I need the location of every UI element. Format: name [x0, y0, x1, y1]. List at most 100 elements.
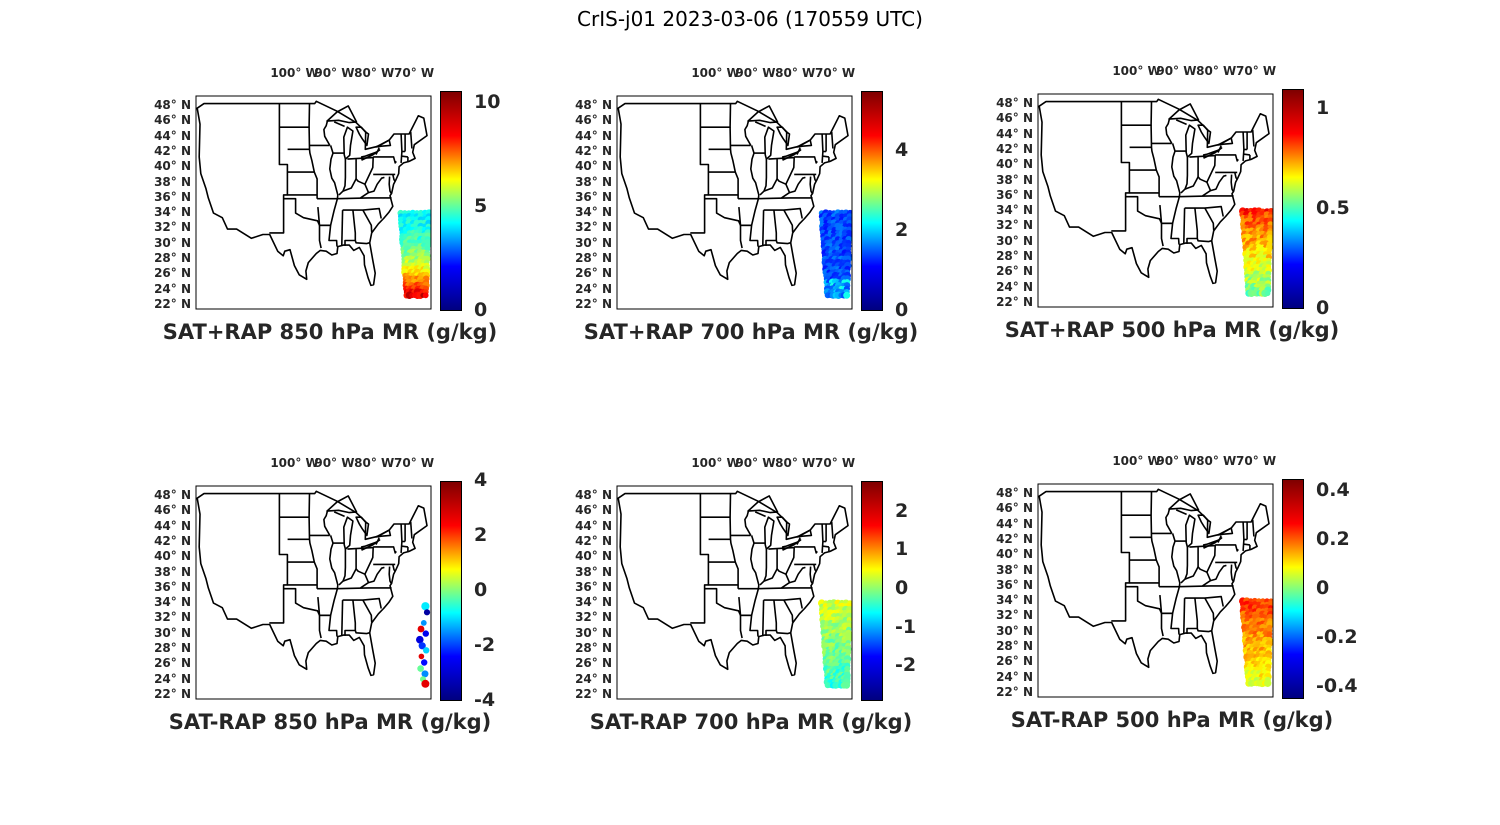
state-border	[368, 566, 385, 584]
great-lake-outline	[343, 126, 354, 160]
colorbar	[861, 481, 883, 701]
lon-tick-label: 70° W	[394, 66, 435, 80]
lat-tick-label: 28° N	[996, 639, 1033, 654]
lat-tick-label: 24° N	[575, 671, 612, 686]
colorbar-tick-label: 0	[1316, 297, 1330, 319]
state-border	[401, 545, 408, 548]
lat-tick-label: 26° N	[575, 266, 612, 281]
panel-title: SAT+RAP 500 hPa MR (g/kg)	[1004, 318, 1340, 342]
state-border	[269, 493, 289, 624]
lat-tick-label: 40° N	[996, 157, 1033, 172]
state-border	[783, 599, 794, 623]
colorbar-tick-label: 0	[895, 299, 909, 321]
lat-tick-label: 40° N	[575, 549, 612, 564]
state-border	[757, 587, 813, 590]
great-lake-outline	[747, 105, 779, 124]
state-border	[333, 121, 345, 128]
lat-tick-label: 24° N	[575, 281, 612, 296]
state-border	[1183, 598, 1186, 634]
colorbar-tick-label: 5	[474, 195, 488, 218]
colorbar-tick-label: 2	[474, 524, 488, 546]
state-border	[1251, 129, 1255, 147]
lat-tick-label: 44° N	[154, 128, 191, 143]
lat-tick-label: 32° N	[996, 608, 1033, 623]
lat-tick-label: 36° N	[154, 579, 191, 594]
state-border	[776, 546, 795, 575]
colorbar-tick-label: -1	[895, 615, 917, 638]
lon-tick-label: 100° W	[691, 456, 740, 470]
bay-outline	[1230, 174, 1234, 192]
state-border	[776, 156, 795, 185]
lat-tick-label: 36° N	[154, 189, 191, 204]
lat-tick-label: 26° N	[575, 656, 612, 671]
state-border	[308, 103, 318, 199]
colorbar-tick-label: -0.2	[1316, 625, 1358, 648]
state-border	[1171, 143, 1181, 224]
lat-tick-label: 30° N	[996, 233, 1033, 248]
state-border	[1197, 544, 1216, 573]
state-border	[763, 597, 803, 609]
lat-tick-label: 46° N	[575, 503, 612, 518]
colorbar	[440, 481, 462, 701]
state-border	[768, 546, 795, 550]
great-lake-outline	[764, 126, 775, 160]
map-frame	[616, 95, 853, 310]
lon-tick-label: 90° W	[314, 66, 355, 80]
map-frame	[195, 485, 432, 700]
state-border	[1215, 154, 1239, 162]
lon-tick-label: 70° W	[1236, 64, 1277, 78]
lat-tick-label: 38° N	[996, 562, 1033, 577]
state-border	[729, 493, 739, 589]
great-lake-outline	[1217, 527, 1234, 536]
state-border	[360, 183, 370, 199]
state-border	[329, 535, 339, 616]
state-border	[360, 573, 370, 589]
map-frame	[1037, 483, 1274, 698]
state-border	[775, 240, 791, 245]
lat-tick-label: 42° N	[996, 531, 1033, 546]
state-border	[757, 197, 813, 200]
retrieval-point	[423, 609, 431, 616]
retrieval-point	[417, 665, 424, 672]
colorbar-tick-label: 2	[895, 499, 909, 522]
colorbar-tick-label: 4	[895, 139, 909, 161]
lat-tick-label: 48° N	[154, 98, 191, 112]
state-border	[1125, 585, 1164, 637]
coastline-border	[617, 490, 849, 677]
state-border	[763, 568, 778, 582]
bay-outline	[1230, 564, 1234, 582]
state-border	[355, 156, 374, 185]
state-border	[1215, 544, 1239, 552]
state-border	[347, 156, 374, 160]
lat-tick-label: 34° N	[996, 593, 1033, 608]
state-border	[409, 521, 413, 539]
state-border	[1111, 101, 1131, 232]
state-border	[822, 545, 829, 548]
colorbar-tick-label: -4	[474, 689, 496, 711]
state-border	[1150, 491, 1160, 587]
lat-tick-label: 32° N	[575, 610, 612, 625]
lat-tick-label: 26° N	[996, 654, 1033, 669]
lat-tick-label: 42° N	[575, 143, 612, 158]
state-border	[821, 133, 824, 163]
lat-tick-label: 40° N	[154, 159, 191, 174]
state-border	[342, 597, 382, 609]
great-lake-outline	[1185, 124, 1196, 158]
lat-tick-label: 22° N	[996, 295, 1033, 309]
state-border	[1180, 547, 1189, 584]
lat-tick-label: 32° N	[575, 220, 612, 235]
retrieval-point	[416, 635, 424, 644]
retrieval-point	[421, 670, 429, 678]
state-border	[329, 145, 339, 226]
panel-title: SAT+RAP 700 hPa MR (g/kg)	[583, 320, 919, 344]
state-border	[323, 510, 331, 536]
lat-tick-label: 22° N	[154, 297, 191, 311]
state-border	[1111, 491, 1131, 622]
state-border	[775, 630, 791, 635]
bay-outline	[1234, 172, 1238, 180]
lat-tick-label: 46° N	[996, 501, 1033, 516]
coastline-border	[617, 100, 849, 287]
bay-outline	[388, 566, 392, 584]
state-border	[762, 210, 765, 246]
lon-tick-label: 80° W	[775, 456, 816, 470]
